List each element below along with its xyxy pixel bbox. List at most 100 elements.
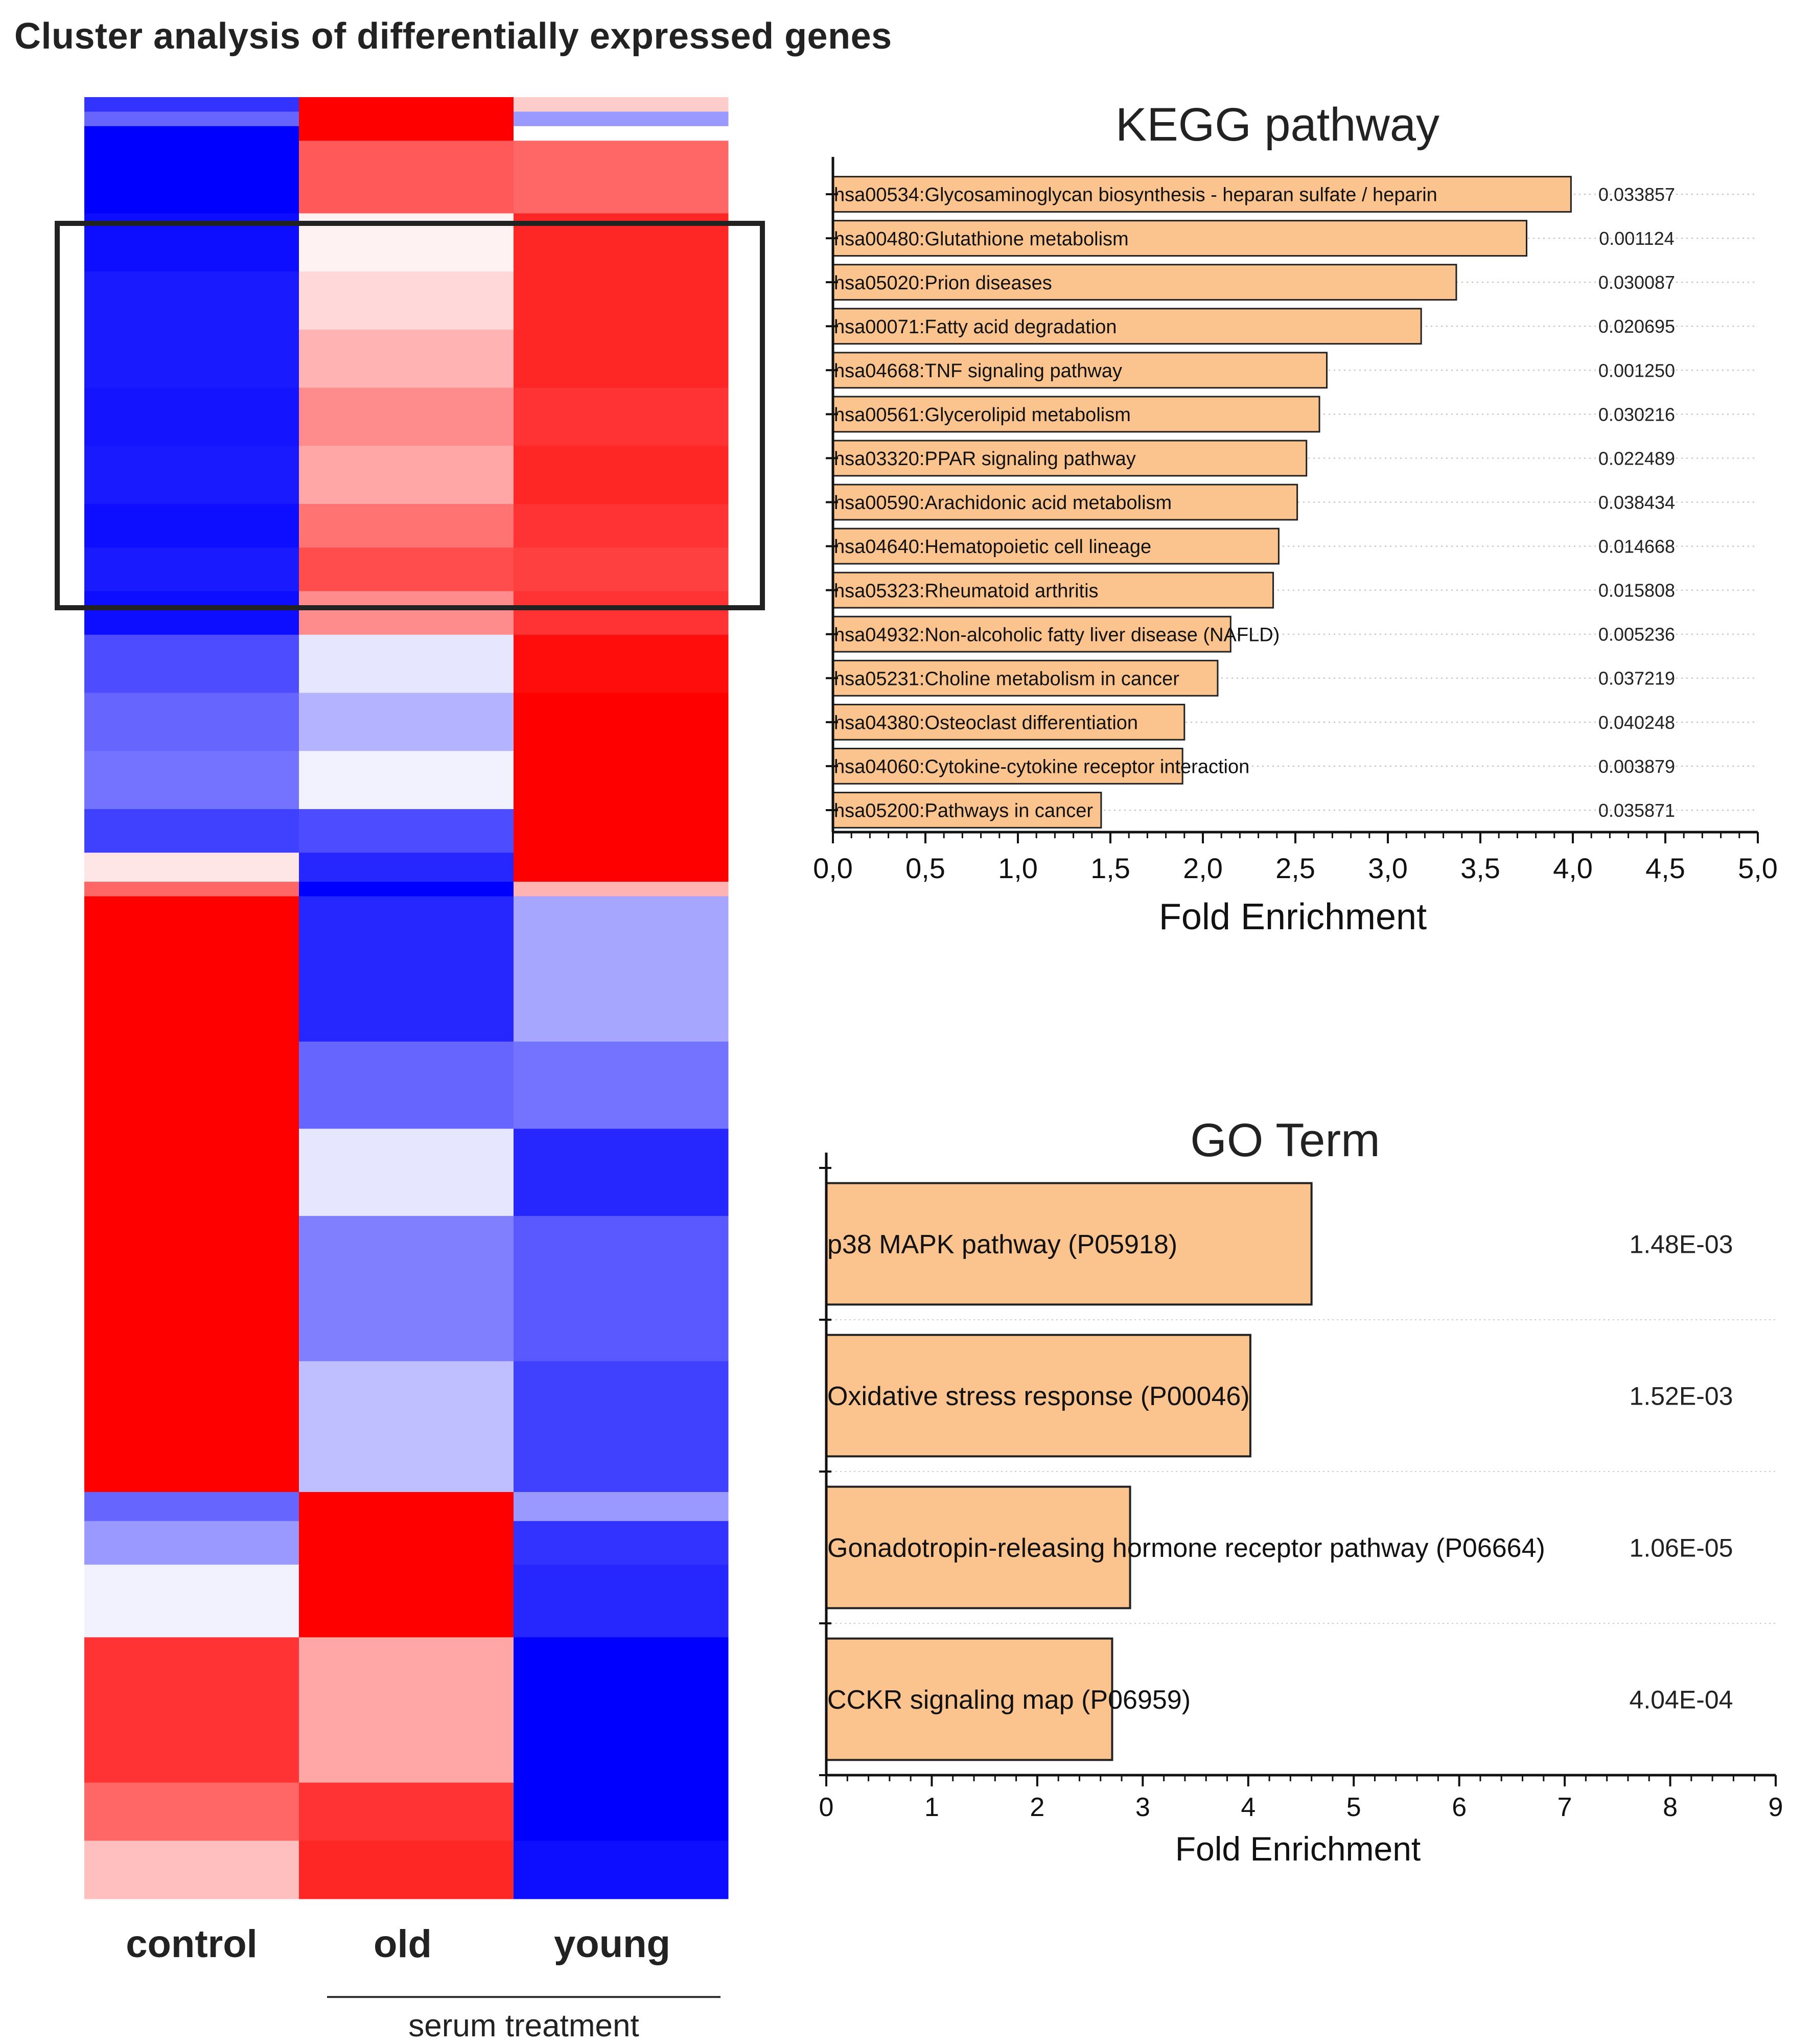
heatmap-cell xyxy=(514,271,729,330)
heatmap-cell xyxy=(299,141,514,214)
category-label: hsa04380:Osteoclast differentiation xyxy=(834,713,1138,734)
heatmap-cell xyxy=(84,141,299,214)
serum-treatment-bracket xyxy=(327,1996,720,1998)
heatmap-cell xyxy=(84,1041,299,1129)
column-label-old: old xyxy=(374,1922,432,1966)
x-tick-label: 5,0 xyxy=(1738,852,1778,884)
heatmap-cell xyxy=(84,1565,299,1638)
heatmap-cell xyxy=(84,1129,299,1216)
p-value-label: 0.015808 xyxy=(1598,580,1675,601)
category-label: hsa00590:Arachidonic acid metabolism xyxy=(834,492,1172,514)
heatmap-cell xyxy=(299,126,514,141)
heatmap-cell xyxy=(84,387,299,446)
heatmap-cell xyxy=(84,97,299,112)
kegg-x-axis: 0,0 0,5 1,0 1,5 2,0 2,5 3,0 3,5 4,0 4,5 5,0 xyxy=(813,157,1778,884)
bar xyxy=(825,1637,1113,1761)
x-tick-label: 6 xyxy=(1452,1793,1467,1822)
heatmap-cell xyxy=(299,591,514,635)
bar xyxy=(832,484,1298,521)
heatmap-cell xyxy=(299,111,514,127)
category-label: hsa04640:Hematopoietic cell lineage xyxy=(834,536,1151,558)
heatmap-cell xyxy=(84,853,299,882)
go-bars: p38 MAPK pathway (P05918) 1.48E-03 Oxidati… xyxy=(825,1182,1733,1761)
p-value-label: 0.038434 xyxy=(1598,492,1675,513)
p-value-label: 0.014668 xyxy=(1598,536,1675,557)
heatmap-cell xyxy=(514,809,729,853)
x-tick-label: 0,0 xyxy=(813,852,853,884)
p-value-label: 0.003879 xyxy=(1598,756,1675,777)
heatmap-cell xyxy=(514,751,729,810)
x-tick-label: 3,0 xyxy=(1368,852,1408,884)
p-value-label: 0.020695 xyxy=(1598,316,1675,337)
heatmap-cell xyxy=(84,809,299,853)
heatmap-cell xyxy=(84,329,299,388)
heatmap-cell xyxy=(514,1841,729,1899)
heatmap-cell xyxy=(514,1492,729,1522)
category-label: Gonadotropin-releasing hormone receptor … xyxy=(827,1533,1545,1563)
category-label: hsa05200:Pathways in cancer xyxy=(834,800,1093,822)
heatmap-cell xyxy=(299,1129,514,1216)
p-value-label: 0.040248 xyxy=(1598,712,1675,733)
bar xyxy=(832,792,1102,829)
p-value-label: 1.48E-03 xyxy=(1630,1230,1733,1259)
heatmap-cell xyxy=(299,634,514,694)
heatmap-cell xyxy=(84,1361,299,1492)
bar xyxy=(825,1182,1313,1306)
heatmap-cell xyxy=(84,126,299,141)
x-tick-label: 1 xyxy=(924,1793,939,1822)
x-tick-label: 9 xyxy=(1769,1793,1783,1822)
category-label: hsa04932:Non-alcoholic fatty liver disea… xyxy=(834,624,1280,646)
heatmap-cell xyxy=(514,1215,729,1362)
x-tick-label: 4,5 xyxy=(1645,852,1685,884)
bar xyxy=(832,264,1457,301)
heatmap-cell xyxy=(84,111,299,127)
category-label: hsa04060:Cytokine-cytokine receptor inte… xyxy=(834,756,1249,778)
category-label: hsa03320:PPAR signaling pathway xyxy=(834,448,1136,470)
heatmap-cell xyxy=(514,503,729,548)
highlight-box xyxy=(55,221,765,610)
heatmap-cell xyxy=(299,751,514,810)
heatmap-cell xyxy=(84,882,299,897)
category-label: hsa00480:Glutathione metabolism xyxy=(834,228,1129,250)
heatmap-cell xyxy=(299,329,514,388)
p-value-label: 1.06E-05 xyxy=(1630,1534,1733,1563)
p-value-label: 1.52E-03 xyxy=(1630,1382,1733,1411)
heatmap-cell xyxy=(299,1637,514,1783)
heatmap-cell xyxy=(514,693,729,751)
heatmap-cell xyxy=(299,97,514,112)
heatmap-cell xyxy=(84,591,299,635)
heatmap-cell xyxy=(299,1492,514,1522)
heatmap-cell xyxy=(299,1215,514,1362)
category-label: hsa05323:Rheumatoid arthritis xyxy=(834,580,1099,602)
heatmap-cell xyxy=(514,1129,729,1216)
bar xyxy=(832,615,1231,653)
heatmap-cell xyxy=(514,1782,729,1841)
category-label: p38 MAPK pathway (P05918) xyxy=(827,1230,1177,1259)
category-label: Oxidative stress response (P00046) xyxy=(827,1382,1250,1411)
heatmap-cell xyxy=(84,1841,299,1899)
p-value-label: 0.005236 xyxy=(1598,624,1675,645)
heatmap-cell xyxy=(84,446,299,504)
heatmap-cell xyxy=(299,387,514,446)
heatmap-cell xyxy=(84,693,299,751)
x-tick-label: 8 xyxy=(1663,1793,1678,1822)
category-label: hsa05231:Choline metabolism in cancer xyxy=(834,668,1179,690)
heatmap-cell xyxy=(299,503,514,548)
heatmap-cell xyxy=(514,896,729,1042)
p-value-label: 0.001250 xyxy=(1598,360,1675,381)
category-label: hsa05020:Prion diseases xyxy=(834,272,1052,294)
category-label: hsa00534:Glycosaminoglycan biosynthesis … xyxy=(834,185,1437,206)
heatmap-cell xyxy=(514,97,729,112)
heatmap-cell xyxy=(299,271,514,330)
heatmap-cell xyxy=(514,1361,729,1492)
x-tick-label: 2,5 xyxy=(1275,852,1315,884)
heatmap-cell xyxy=(84,634,299,694)
page-title: Cluster analysis of differentially expre… xyxy=(14,16,892,57)
heatmap-cell xyxy=(299,1782,514,1841)
go-x-axis-label: Fold Enrichment xyxy=(1175,1830,1421,1868)
heatmap-cell xyxy=(514,446,729,504)
x-tick-label: 2 xyxy=(1030,1793,1044,1822)
heatmap-cell xyxy=(84,1215,299,1362)
heatmap-cell xyxy=(84,547,299,592)
